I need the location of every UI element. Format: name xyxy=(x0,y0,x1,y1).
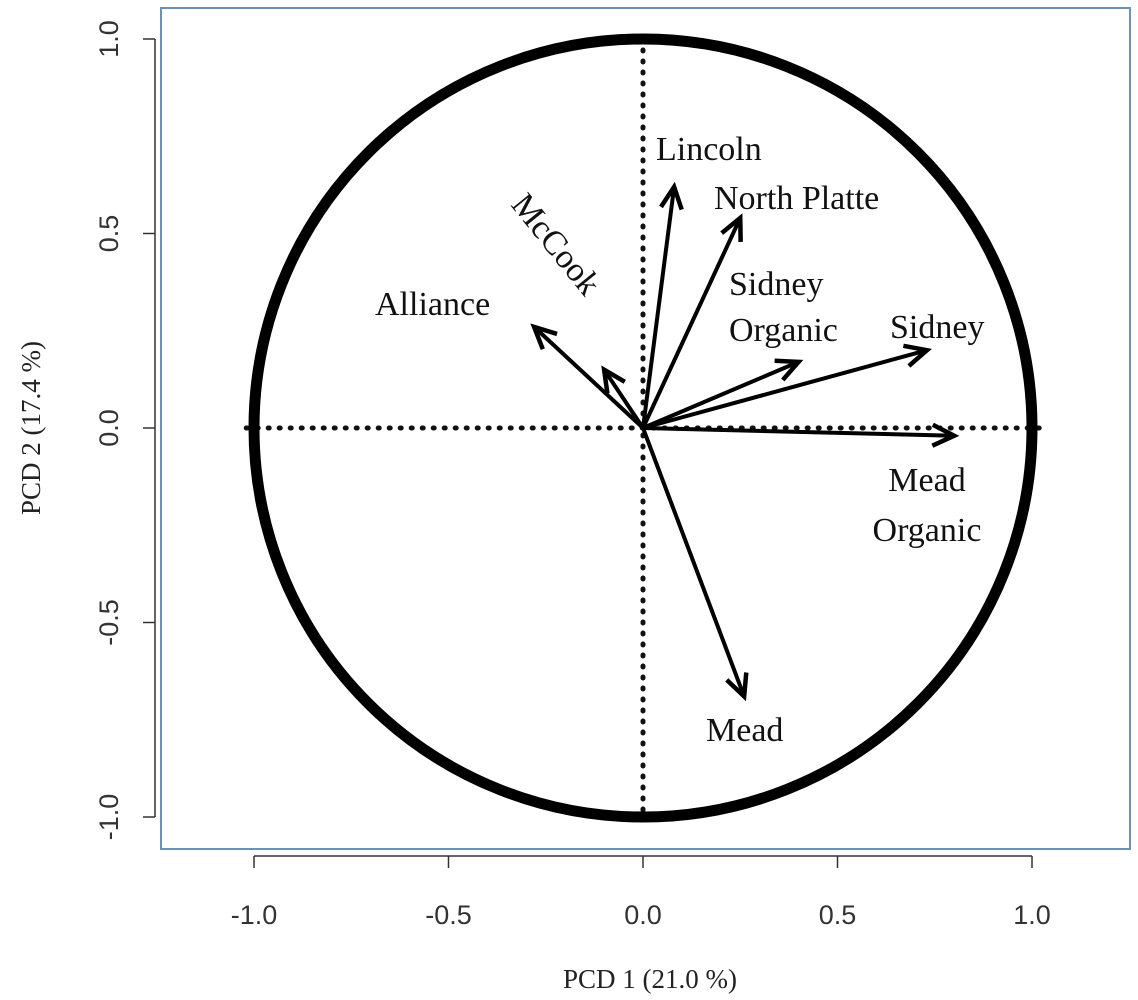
y-tick-label: 1.0 xyxy=(94,20,124,58)
label-sidney: Sidney xyxy=(890,309,984,346)
arrowhead xyxy=(931,422,960,448)
arrowhead xyxy=(720,213,743,242)
arrowhead xyxy=(774,358,804,382)
x-tick-label: -0.5 xyxy=(425,900,472,930)
label-sidney-organic: Sidney Organic xyxy=(729,266,838,349)
vector-shaft xyxy=(642,348,928,430)
x-tick-label: 1.0 xyxy=(1013,900,1051,930)
vector-lincoln xyxy=(641,181,684,429)
y-tick-label: -1.0 xyxy=(94,794,124,841)
vector-shaft xyxy=(532,325,645,430)
label-line: Mead xyxy=(888,462,965,499)
arrowhead xyxy=(902,343,932,368)
vector-sidney xyxy=(642,343,932,430)
arrowhead xyxy=(530,323,558,351)
vector-alliance xyxy=(530,323,645,430)
vector-shaft xyxy=(602,368,645,430)
y-axis: -1.0 -0.5 0.0 0.5 1.0 xyxy=(94,20,156,841)
label-line: Mead xyxy=(706,712,783,749)
y-axis-title: PCD 2 (17.4 %) xyxy=(16,341,46,515)
vector-shaft xyxy=(642,426,955,438)
vector-shaft xyxy=(641,427,747,698)
unit-circle xyxy=(248,33,1038,823)
y-tick-label: 0.0 xyxy=(94,409,124,447)
vector-mccook xyxy=(601,365,645,430)
arrowhead xyxy=(659,181,684,211)
vector-shaft xyxy=(641,186,677,429)
loading-vectors xyxy=(530,181,960,702)
label-line: Organic xyxy=(873,512,982,549)
correlation-circle xyxy=(248,33,1038,823)
label-line: Organic xyxy=(729,312,838,349)
label-mead-organic: Mead Organic xyxy=(873,462,982,549)
label-line: Lincoln xyxy=(656,131,762,168)
label-lincoln: Lincoln xyxy=(656,131,762,168)
arrowhead xyxy=(601,365,626,394)
x-tick-label: -1.0 xyxy=(231,900,278,930)
x-axis-title: PCD 1 (21.0 %) xyxy=(563,964,737,994)
label-line: Sidney xyxy=(729,266,823,303)
label-line: North Platte xyxy=(714,180,879,217)
label-alliance: Alliance xyxy=(375,286,490,323)
x-tick-label: 0.0 xyxy=(624,900,662,930)
x-tick-label: 0.5 xyxy=(819,900,857,930)
label-mead: Mead xyxy=(706,712,783,749)
x-axis: -1.0 -0.5 0.0 0.5 1.0 xyxy=(231,855,1051,930)
vector-shaft xyxy=(642,360,800,430)
y-tick-label: -0.5 xyxy=(94,599,124,646)
label-line: Alliance xyxy=(375,286,490,323)
y-tick-label: 0.5 xyxy=(94,215,124,253)
arrowhead xyxy=(725,672,749,702)
vector-shaft xyxy=(641,217,743,429)
vector-sidney-organic xyxy=(642,358,804,430)
vector-north-platte xyxy=(641,213,743,429)
vector-mead-organic xyxy=(642,422,960,448)
label-line: Sidney xyxy=(890,309,984,346)
vector-mead xyxy=(641,427,749,702)
label-north-platte: North Platte xyxy=(714,180,879,217)
